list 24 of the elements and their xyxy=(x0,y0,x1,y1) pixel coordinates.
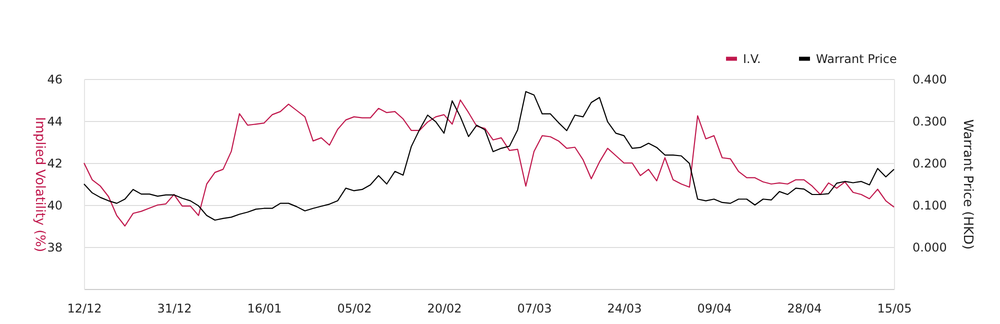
x-tick-label: 15/05 xyxy=(877,302,912,316)
y-tick-label: 38 xyxy=(47,240,62,254)
x-tick-label: 24/03 xyxy=(607,302,642,316)
x-tick-label: 16/01 xyxy=(247,302,282,316)
y-tick-label: 42 xyxy=(47,156,62,170)
y2-tick-label: 0.200 xyxy=(912,156,947,170)
x-tick-label: 28/04 xyxy=(787,302,822,316)
legend-label: I.V. xyxy=(743,52,761,66)
x-tick-label: 20/02 xyxy=(427,302,462,316)
y2-tick-label: 0.300 xyxy=(912,114,947,128)
y2-tick-label: 0.100 xyxy=(912,198,947,212)
y2-tick-label: 0.400 xyxy=(912,72,947,86)
y-tick-label: 44 xyxy=(47,114,62,128)
y-tick-label: 46 xyxy=(47,72,62,86)
x-tick-label: 31/12 xyxy=(157,302,192,316)
y2-tick-label: 0.000 xyxy=(912,240,947,254)
y2-axis-title: Warrant Price (HKD) xyxy=(960,119,975,250)
y-tick-label: 40 xyxy=(47,198,62,212)
x-tick-label: 07/03 xyxy=(517,302,552,316)
x-tick-label: 05/02 xyxy=(337,302,372,316)
legend-label: Warrant Price xyxy=(816,52,897,66)
x-tick-label: 09/04 xyxy=(697,302,732,316)
x-tick-label: 12/12 xyxy=(67,302,102,316)
y-axis-title: Implied Volatility (%) xyxy=(32,116,48,252)
